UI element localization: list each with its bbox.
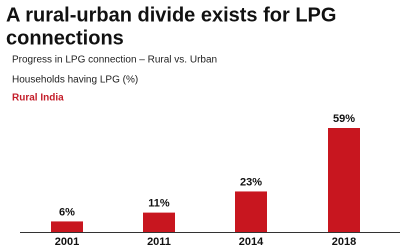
chart-title: connections bbox=[6, 27, 124, 49]
x-tick-label: 2018 bbox=[332, 236, 356, 248]
x-tick-label: 2001 bbox=[55, 236, 79, 248]
value-label: 59% bbox=[333, 113, 355, 125]
x-tick-label: 2014 bbox=[239, 236, 264, 248]
chart-title: A rural-urban divide exists for LPG bbox=[6, 4, 336, 26]
bar bbox=[51, 221, 83, 232]
value-label: 6% bbox=[59, 206, 75, 218]
chart-subtitle: Households having LPG (%) bbox=[12, 75, 138, 86]
bar bbox=[143, 212, 175, 232]
value-label: 11% bbox=[148, 198, 170, 210]
bar bbox=[235, 191, 267, 232]
bar bbox=[328, 128, 360, 232]
region-label: Rural India bbox=[12, 93, 64, 104]
chart-subtitle: Progress in LPG connection – Rural vs. U… bbox=[12, 55, 217, 66]
value-label: 23% bbox=[240, 176, 262, 188]
x-tick-label: 2011 bbox=[147, 236, 171, 248]
